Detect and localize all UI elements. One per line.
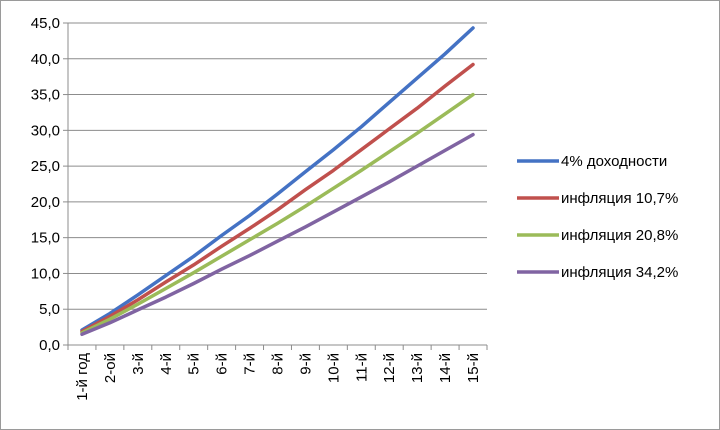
y-tick-label: 10,0 <box>31 265 60 282</box>
x-tick-label: 11-й <box>353 353 370 382</box>
x-tick-label: 7-й <box>242 353 259 375</box>
legend: 4% доходности инфляция 10,7% инфляция 20,8… <box>517 153 678 281</box>
x-tick-labels: 1-й год 2-ой 3-й 4-й 5-й 6-й 7-й 8-й 9-й 10-й 11-й… <box>74 353 482 401</box>
legend-label-2: инфляция 10,7% <box>561 190 678 207</box>
y-tick-label: 25,0 <box>31 158 60 175</box>
gridlines <box>68 22 487 310</box>
x-tick-label: 5-й <box>186 353 203 375</box>
x-tick-label: 3-й <box>130 353 147 375</box>
legend-label-1: 4% доходности <box>561 153 667 170</box>
y-tick-label: 30,0 <box>31 122 60 139</box>
axes <box>63 22 488 350</box>
legend-label-4: инфляция 34,2% <box>561 264 678 281</box>
y-tick-label: 0,0 <box>39 337 60 354</box>
x-tick-label: 13-й <box>409 353 426 383</box>
series-line-1 <box>80 26 475 332</box>
series-lines <box>80 26 475 337</box>
x-tick-label: 12-й <box>381 353 398 383</box>
y-tick-label: 15,0 <box>31 230 60 247</box>
y-tick-label: 40,0 <box>31 51 60 68</box>
y-tick-labels: 0,0 5,0 10,0 15,0 20,0 25,0 30,0 35,0 40,0 45,0 <box>31 15 60 354</box>
x-tick-label: 4-й <box>158 353 175 375</box>
y-tick-label: 35,0 <box>31 87 60 104</box>
x-tick-label: 15-й <box>465 353 482 383</box>
x-tick-label: 6-й <box>214 353 231 375</box>
x-tick-label: 8-й <box>270 353 287 375</box>
x-tick-label: 10-й <box>325 353 342 383</box>
x-tick-label: 14-й <box>437 353 454 383</box>
y-tick-label: 5,0 <box>39 301 60 318</box>
y-tick-label: 45,0 <box>31 15 60 32</box>
series-line-3 <box>80 92 475 335</box>
legend-label-3: инфляция 20,8% <box>561 227 678 244</box>
x-tick-label: 9-й <box>297 353 314 375</box>
x-tick-label: 1-й год <box>74 353 91 401</box>
y-tick-label: 20,0 <box>31 194 60 211</box>
x-tick-label: 2-ой <box>102 353 119 383</box>
series-line-2 <box>80 62 475 334</box>
series-line-4 <box>80 132 475 337</box>
